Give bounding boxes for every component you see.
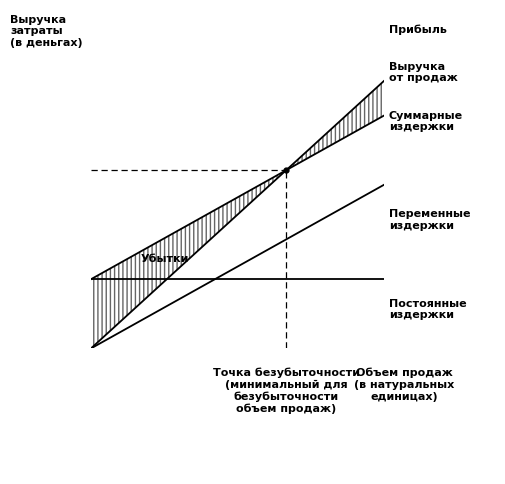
- Text: Суммарные
издержки: Суммарные издержки: [389, 111, 463, 133]
- Text: Прибыль: Прибыль: [389, 25, 447, 35]
- Text: Постоянные
издержки: Постоянные издержки: [389, 299, 467, 320]
- Text: Точка безубыточности
(минимальный для
безубыточности
объем продаж): Точка безубыточности (минимальный для бе…: [213, 368, 360, 414]
- Text: Выручка
от продаж: Выручка от продаж: [389, 61, 458, 83]
- Text: Выручка
затраты
(в деньгах): Выручка затраты (в деньгах): [10, 15, 83, 48]
- Text: Убытки: Убытки: [141, 254, 189, 264]
- Text: Объем продаж
(в натуральных
единицах): Объем продаж (в натуральных единицах): [354, 368, 454, 402]
- Text: Переменные
издержки: Переменные издержки: [389, 209, 470, 231]
